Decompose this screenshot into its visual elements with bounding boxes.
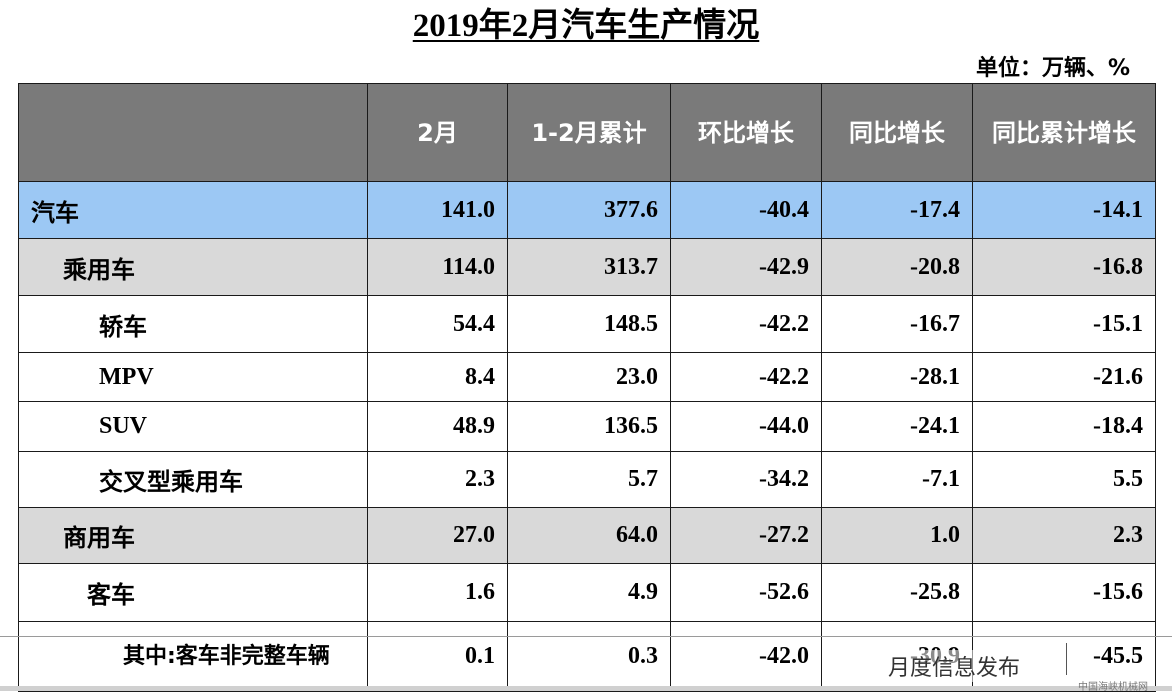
table-row: 乘用车 114.0 313.7 -42.9 -20.8 -16.8 [18, 238, 1156, 296]
title-text: 2019年2月汽车生产情况 [412, 8, 760, 44]
cell-yoy: -16.7 [821, 295, 973, 353]
cell-cumulative: 377.6 [507, 181, 671, 239]
table-row: SUV 48.9 136.5 -44.0 -24.1 -18.4 [18, 401, 1156, 452]
table-row: 其中:客车非完整车辆 0.1 0.3 -42.0 -30.9 -45.5 [18, 621, 1156, 692]
row-name: SUV [18, 401, 368, 452]
production-table: 2月 1-2月累计 环比增长 同比增长 同比累计增长 汽车 141.0 377.… [18, 83, 1156, 692]
cell-mom: -42.9 [670, 238, 822, 296]
cell-yoy-cum: -16.8 [972, 238, 1156, 296]
row-name: 其中:客车非完整车辆 [18, 621, 368, 692]
cell-yoy-cum: -15.1 [972, 295, 1156, 353]
row-name: 交叉型乘用车 [18, 451, 368, 508]
cell-feb: 2.3 [367, 451, 508, 508]
row-name: 轿车 [18, 295, 368, 353]
cell-yoy: 1.0 [821, 507, 973, 564]
header-yoy-growth: 同比增长 [821, 83, 973, 182]
footer-divider [0, 636, 1172, 637]
cell-mom: -44.0 [670, 401, 822, 452]
cell-mom: -42.2 [670, 352, 822, 402]
cell-feb: 27.0 [367, 507, 508, 564]
row-name: 汽车 [18, 181, 368, 239]
cell-yoy: -7.1 [821, 451, 973, 508]
cell-mom: -34.2 [670, 451, 822, 508]
page-title: 2019年2月汽车生产情况 [0, 4, 1172, 48]
row-name: 客车 [18, 563, 368, 622]
table-row: 轿车 54.4 148.5 -42.2 -16.7 -15.1 [18, 295, 1156, 353]
row-name: 乘用车 [18, 238, 368, 296]
header-cumulative: 1-2月累计 [507, 83, 671, 182]
unit-label: 单位：万辆、% [975, 56, 1130, 81]
cell-yoy: -28.1 [821, 352, 973, 402]
cell-cumulative: 23.0 [507, 352, 671, 402]
cell-cumulative: 148.5 [507, 295, 671, 353]
cell-feb: 141.0 [367, 181, 508, 239]
footer-separator [1066, 643, 1067, 675]
cell-cumulative: 64.0 [507, 507, 671, 564]
header-row: 2月 1-2月累计 环比增长 同比增长 同比累计增长 [18, 83, 1156, 182]
cell-mom: -40.4 [670, 181, 822, 239]
cell-yoy: -24.1 [821, 401, 973, 452]
cell-feb: 1.6 [367, 563, 508, 622]
header-feb: 2月 [367, 83, 508, 182]
cell-cumulative: 5.7 [507, 451, 671, 508]
cell-cumulative: 0.3 [507, 621, 671, 692]
cell-cumulative: 4.9 [507, 563, 671, 622]
watermark-text: 中国海峡机械网 [1078, 682, 1148, 693]
footer-bar [0, 686, 1172, 691]
cell-yoy: -17.4 [821, 181, 973, 239]
cell-yoy-cum: 5.5 [972, 451, 1156, 508]
cell-mom: -27.2 [670, 507, 822, 564]
table-row: 客车 1.6 4.9 -52.6 -25.8 -15.6 [18, 563, 1156, 622]
row-name: 商用车 [18, 507, 368, 564]
cell-cumulative: 313.7 [507, 238, 671, 296]
table-row: MPV 8.4 23.0 -42.2 -28.1 -21.6 [18, 352, 1156, 402]
row-name: MPV [18, 352, 368, 402]
header-mom-growth: 环比增长 [670, 83, 822, 182]
cell-feb: 54.4 [367, 295, 508, 353]
footer-caption: 月度信息发布 [888, 650, 1021, 682]
cell-yoy-cum: -21.6 [972, 352, 1156, 402]
cell-mom: -52.6 [670, 563, 822, 622]
cell-cumulative: 136.5 [507, 401, 671, 452]
cell-yoy: -20.8 [821, 238, 973, 296]
table-row: 商用车 27.0 64.0 -27.2 1.0 2.3 [18, 507, 1156, 564]
cell-yoy-cum: -18.4 [972, 401, 1156, 452]
cell-feb: 8.4 [367, 352, 508, 402]
cell-yoy-cum: -14.1 [972, 181, 1156, 239]
cell-feb: 114.0 [367, 238, 508, 296]
cell-feb: 0.1 [367, 621, 508, 692]
cell-yoy-cum: -15.6 [972, 563, 1156, 622]
cell-mom: -42.0 [670, 621, 822, 692]
cell-mom: -42.2 [670, 295, 822, 353]
header-yoy-cum-growth: 同比累计增长 [972, 83, 1156, 182]
cell-feb: 48.9 [367, 401, 508, 452]
cell-yoy-cum: 2.3 [972, 507, 1156, 564]
header-category [18, 83, 368, 182]
cell-yoy: -25.8 [821, 563, 973, 622]
table-row: 汽车 141.0 377.6 -40.4 -17.4 -14.1 [18, 181, 1156, 239]
table-row: 交叉型乘用车 2.3 5.7 -34.2 -7.1 5.5 [18, 451, 1156, 508]
